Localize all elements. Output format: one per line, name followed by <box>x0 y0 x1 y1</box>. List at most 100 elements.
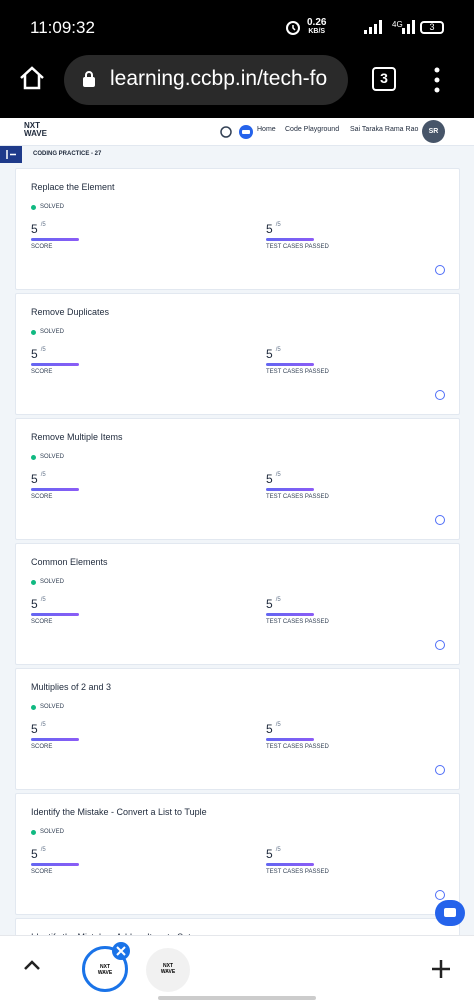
tests-total: /5 <box>275 222 281 228</box>
nav-link[interactable]: Home <box>257 126 276 133</box>
score-total: /5 <box>40 222 46 228</box>
tests-label: TEST CASES PASSED <box>266 619 329 625</box>
expand-button[interactable] <box>22 958 42 972</box>
status: SOLVED <box>31 704 64 710</box>
status-dot <box>31 829 36 835</box>
status-text: SOLVED <box>40 454 64 460</box>
score-bar <box>31 863 79 866</box>
tests-value: 5/5 <box>266 347 281 361</box>
score-bar <box>31 613 79 616</box>
status-dot <box>31 204 36 210</box>
network: 4G <box>392 20 403 29</box>
home-button[interactable] <box>18 64 46 92</box>
score-value: 5/5 <box>31 347 46 361</box>
problem-card[interactable]: Multiplies of 2 and 3 SOLVED 5/5 SCORE 5/5 TE… <box>15 668 460 790</box>
problem-card[interactable]: Remove Duplicates SOLVED 5/5 SCORE 5/5 TEST C… <box>15 293 460 415</box>
tests-total: /5 <box>275 347 281 353</box>
logo-bottom: WAVE <box>24 129 47 138</box>
score-value: 5/5 <box>31 722 46 736</box>
tests: 5 <box>266 847 273 861</box>
close-tab[interactable] <box>112 942 130 960</box>
status: SOLVED <box>31 829 64 835</box>
status-dot <box>31 454 36 460</box>
status-dot <box>31 329 36 335</box>
signal-1 <box>364 20 382 34</box>
score: 5 <box>31 597 38 611</box>
problem-card[interactable]: Identify the Mistake - Convert a List to… <box>15 793 460 915</box>
open-arrow[interactable] <box>435 390 445 400</box>
tests-bar <box>266 238 314 241</box>
problem-card[interactable]: Common Elements SOLVED 5/5 SCORE 5/5 TEST CAS… <box>15 543 460 665</box>
status: SOLVED <box>31 329 64 335</box>
score-total: /5 <box>40 347 46 353</box>
status-text: SOLVED <box>40 579 64 585</box>
open-arrow[interactable] <box>435 765 445 775</box>
score: 5 <box>31 222 38 236</box>
home-indicator <box>158 996 316 1000</box>
score: 5 <box>31 847 38 861</box>
tab-strip: NXT WAVE NXT WAVE <box>0 935 474 1000</box>
user-name[interactable]: Sai Taraka Rama Rao <box>350 126 419 133</box>
card-title: Remove Duplicates <box>31 307 110 317</box>
score-value: 5/5 <box>31 472 46 486</box>
tab-count[interactable]: 3 <box>372 67 396 91</box>
url: learning.ccbp.in/tech-fo <box>110 67 328 90</box>
time: 11:09:32 <box>30 18 95 37</box>
score-total: /5 <box>40 722 46 728</box>
open-arrow[interactable] <box>435 515 445 525</box>
status: SOLVED <box>31 204 64 210</box>
logo-top: NXT <box>24 121 40 130</box>
tests-label: TEST CASES PASSED <box>266 244 329 250</box>
status-text: SOLVED <box>40 829 64 835</box>
chat-button[interactable] <box>435 900 465 926</box>
tests-value: 5/5 <box>266 597 281 611</box>
problem-card[interactable]: Replace the Element SOLVED 5/5 SCORE 5/5 TEST… <box>15 168 460 290</box>
section-title: CODING PRACTICE - 27 <box>33 151 102 157</box>
logo[interactable]: NXT WAVE <box>24 122 47 138</box>
alarm-icon <box>286 21 300 35</box>
card-title: Multiplies of 2 and 3 <box>31 682 112 692</box>
tests: 5 <box>266 347 273 361</box>
battery: 3 <box>420 21 444 34</box>
score-label: SCORE <box>31 744 53 750</box>
score-value: 5/5 <box>31 847 46 861</box>
nav-link[interactable]: Code Playground <box>285 126 340 133</box>
open-arrow[interactable] <box>435 265 445 275</box>
open-arrow[interactable] <box>435 640 445 650</box>
lock-icon <box>83 71 95 87</box>
url-bar[interactable]: learning.ccbp.in/tech-fo <box>64 55 348 105</box>
score-bar <box>31 488 79 491</box>
tests: 5 <box>266 222 273 236</box>
tests-total: /5 <box>275 472 281 478</box>
score-total: /5 <box>40 847 46 853</box>
top-chrome: 11:09:32 0.26 KB/S 4G 3 learning.ccbp.in/… <box>0 0 474 118</box>
status-text: SOLVED <box>40 329 64 335</box>
sidebar-toggle[interactable] <box>0 146 22 163</box>
tests-label: TEST CASES PASSED <box>266 744 329 750</box>
card-title: Identify the Mistake - Convert a List to… <box>31 807 207 817</box>
status-text: SOLVED <box>40 204 64 210</box>
tests: 5 <box>266 472 273 486</box>
new-tab-button[interactable] <box>430 958 452 980</box>
tests-value: 5/5 <box>266 472 281 486</box>
menu-button[interactable] <box>430 66 444 94</box>
tests-bar <box>266 488 314 491</box>
tests-bar <box>266 613 314 616</box>
status: SOLVED <box>31 454 64 460</box>
score-bar <box>31 363 79 366</box>
tests-value: 5/5 <box>266 222 281 236</box>
tests-label: TEST CASES PASSED <box>266 869 329 875</box>
avatar[interactable]: SR <box>422 120 445 143</box>
score-label: SCORE <box>31 869 53 875</box>
tab-logo-bottom: WAVE <box>160 969 176 975</box>
tests-label: TEST CASES PASSED <box>266 369 329 375</box>
open-arrow[interactable] <box>435 890 445 900</box>
tab-thumb[interactable]: NXT WAVE <box>146 948 190 992</box>
score-label: SCORE <box>31 369 53 375</box>
tests-bar <box>266 863 314 866</box>
score-label: SCORE <box>31 619 53 625</box>
status-dot <box>31 704 36 710</box>
problem-card[interactable]: Remove Multiple Items SOLVED 5/5 SCORE 5/5 TE… <box>15 418 460 540</box>
score: 5 <box>31 347 38 361</box>
